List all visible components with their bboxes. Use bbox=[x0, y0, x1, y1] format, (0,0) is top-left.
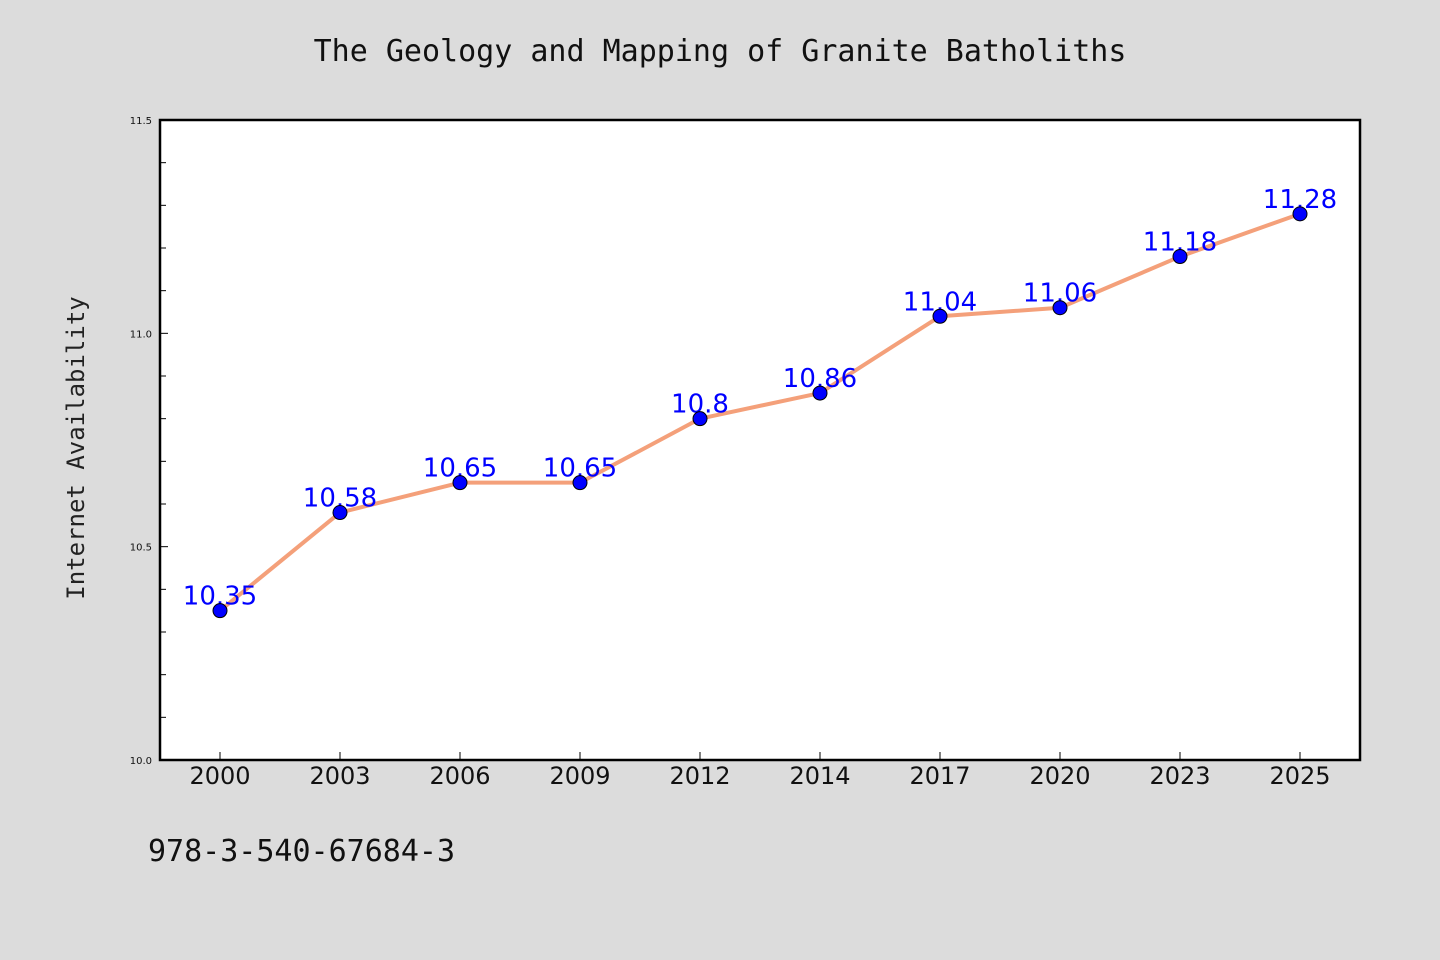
x-tick-label: 2006 bbox=[429, 762, 490, 790]
plot-frame bbox=[158, 118, 1362, 762]
data-point bbox=[1172, 249, 1188, 265]
x-tick-label: 2017 bbox=[909, 762, 970, 790]
series-line bbox=[218, 211, 1301, 613]
x-tick-label: 2020 bbox=[1029, 762, 1090, 790]
x-tick-label: 2012 bbox=[669, 762, 730, 790]
data-point bbox=[812, 385, 828, 401]
data-point bbox=[1052, 300, 1068, 316]
x-tick-label: 2023 bbox=[1149, 762, 1210, 790]
chart-title: The Geology and Mapping of Granite Batho… bbox=[313, 34, 1127, 69]
y-tick-label: 10.0 bbox=[130, 756, 152, 767]
footnote-isbn: 978-3-540-67684-3 bbox=[148, 834, 456, 869]
data-point bbox=[212, 603, 228, 619]
data-point bbox=[932, 308, 948, 324]
plot-area bbox=[160, 120, 1360, 760]
y-tick-label: 11.0 bbox=[130, 329, 152, 340]
x-tick-label: 2000 bbox=[189, 762, 250, 790]
x-tick-label: 2014 bbox=[789, 762, 850, 790]
data-point bbox=[1292, 206, 1308, 222]
y-tick-label: 11.5 bbox=[130, 116, 152, 127]
data-point bbox=[332, 505, 348, 521]
y-tick-label: 10.5 bbox=[130, 543, 152, 554]
data-point bbox=[692, 411, 708, 427]
x-tick-label: 2003 bbox=[309, 762, 370, 790]
data-point bbox=[452, 475, 468, 491]
x-tick-label: 2025 bbox=[1269, 762, 1330, 790]
data-point bbox=[572, 475, 588, 491]
x-tick-label: 2009 bbox=[549, 762, 610, 790]
